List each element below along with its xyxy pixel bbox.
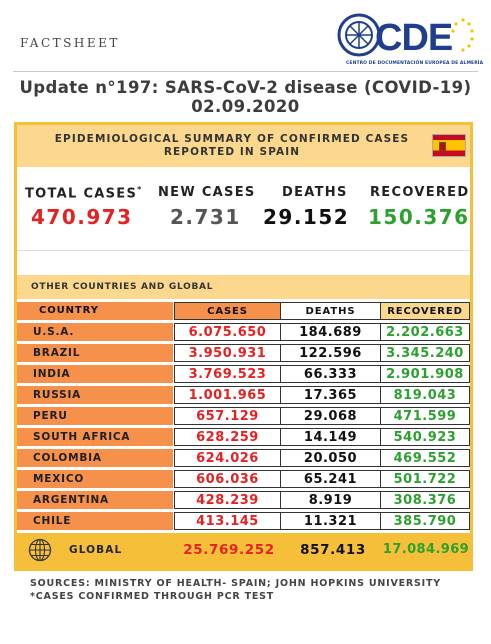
other-countries-header: OTHER COUNTRIES AND GLOBAL (17, 275, 470, 299)
section-divider (17, 250, 470, 251)
table-row: MEXICO 606.036 65.241 501.722 (17, 470, 470, 489)
recovered-cell: 308.376 (381, 491, 470, 509)
deaths-cell: 122.596 (281, 344, 381, 362)
global-recovered: 17.084.969 (382, 542, 470, 557)
cases-cell: 657.129 (174, 407, 281, 425)
table-row: U.S.A. 6.075.650 184.689 2.202.663 (17, 323, 470, 342)
recovered-cell: 540.923 (381, 428, 470, 446)
flag-crest (439, 142, 446, 151)
logo-text: CDE (375, 17, 452, 59)
deaths-cell: 184.689 (281, 323, 381, 341)
recovered-cell: 469.552 (381, 449, 470, 467)
table-header-row: COUNTRY CASES DEATHS RECOVERED (17, 302, 470, 321)
country-cell: U.S.A. (17, 323, 174, 341)
cases-cell: 3.950.931 (174, 344, 281, 362)
table-row: SOUTH AFRICA 628.259 14.149 540.923 (17, 428, 470, 447)
recovered-cell: 819.043 (381, 386, 470, 404)
table-row: PERU 657.129 29.068 471.599 (17, 407, 470, 426)
pcr-note: *CASES CONFIRMED THROUGH PCR TEST (30, 591, 275, 602)
country-cell: MEXICO (17, 470, 174, 488)
global-deaths: 857.413 (300, 542, 366, 558)
deaths-cell: 65.241 (281, 470, 381, 488)
country-cell: INDIA (17, 365, 174, 383)
cases-cell: 6.075.650 (174, 323, 281, 341)
cases-cell: 3.769.523 (174, 365, 281, 383)
deaths-cell: 17.365 (281, 386, 381, 404)
country-cell: CHILE (17, 512, 174, 530)
new-cases-value: 2.731 (170, 205, 241, 229)
recovered-cell: 385.790 (381, 512, 470, 530)
col-header-country: COUNTRY (17, 302, 174, 320)
logo-subtitle: CENTRO DE DOCUMENTACIÓN EUROPEA DE ALMER… (346, 61, 484, 66)
country-cell: PERU (17, 407, 174, 425)
col-header-cases: CASES (174, 302, 281, 320)
recovered-label: RECOVERED (370, 185, 470, 200)
summary-title-line-1: EPIDEMIOLOGICAL SUMMARY OF CONFIRMED CAS… (54, 133, 410, 145)
country-cell: ARGENTINA (17, 491, 174, 509)
country-cell: COLOMBIA (17, 449, 174, 467)
pcr-footnote-mark: * (137, 185, 143, 194)
sources-note: SOURCES: MINISTRY OF HEALTH- SPAIN; JOHN… (30, 578, 441, 589)
update-title: Update n°197: SARS-CoV-2 disease (COVID-… (0, 78, 491, 116)
deaths-cell: 8.919 (281, 491, 381, 509)
update-date: 02.09.2020 (191, 97, 300, 116)
country-cell: RUSSIA (17, 386, 174, 404)
deaths-value: 29.152 (263, 205, 350, 229)
recovered-cell: 2.202.663 (381, 323, 470, 341)
cases-cell: 606.036 (174, 470, 281, 488)
recovered-cell: 471.599 (381, 407, 470, 425)
deaths-cell: 66.333 (281, 365, 381, 383)
global-row: GLOBAL 25.769.252 857.413 17.084.969 (17, 533, 470, 568)
recovered-cell: 2.901.908 (381, 365, 470, 383)
factsheet-label: FACTSHEET (20, 36, 120, 50)
global-label: GLOBAL (69, 544, 123, 556)
col-header-recovered: RECOVERED (381, 302, 470, 320)
deaths-label: DEATHS (282, 185, 348, 200)
cases-cell: 428.239 (174, 491, 281, 509)
summary-title-line-2: REPORTED IN SPAIN (163, 146, 301, 158)
deaths-cell: 11.321 (281, 512, 381, 530)
deaths-cell: 29.068 (281, 407, 381, 425)
update-line-1: Update n°197: SARS-CoV-2 disease (COVID-… (19, 78, 472, 97)
table-row: BRAZIL 3.950.931 122.596 3.345.240 (17, 344, 470, 363)
cases-cell: 1.001.965 (174, 386, 281, 404)
cases-cell: 628.259 (174, 428, 281, 446)
table-row: CHILE 413.145 11.321 385.790 (17, 512, 470, 531)
total-cases-value: 470.973 (31, 205, 133, 229)
recovered-value: 150.376 (368, 205, 470, 229)
col-header-deaths: DEATHS (281, 302, 381, 320)
table-row: RUSSIA 1.001.965 17.365 819.043 (17, 386, 470, 405)
total-cases-label-text: TOTAL CASES (25, 186, 138, 202)
footer-notes: SOURCES: MINISTRY OF HEALTH- SPAIN; JOHN… (30, 577, 441, 603)
deaths-cell: 20.050 (281, 449, 381, 467)
spain-flag-icon (432, 134, 466, 157)
country-cell: BRAZIL (17, 344, 174, 362)
header-divider (13, 71, 478, 72)
new-cases-label: NEW CASES (158, 185, 256, 200)
total-cases-label: TOTAL CASES* (25, 185, 143, 201)
table-row: COLOMBIA 624.026 20.050 469.552 (17, 449, 470, 468)
country-cell: SOUTH AFRICA (17, 428, 174, 446)
globe-icon (28, 538, 52, 562)
summary-title: EPIDEMIOLOGICAL SUMMARY OF CONFIRMED CAS… (47, 133, 417, 159)
summary-header: EPIDEMIOLOGICAL SUMMARY OF CONFIRMED CAS… (17, 125, 470, 167)
global-cases: 25.769.252 (183, 542, 275, 558)
recovered-cell: 3.345.240 (381, 344, 470, 362)
factsheet-panel: EPIDEMIOLOGICAL SUMMARY OF CONFIRMED CAS… (14, 122, 473, 571)
deaths-cell: 14.149 (281, 428, 381, 446)
table-row: ARGENTINA 428.239 8.919 308.376 (17, 491, 470, 510)
recovered-cell: 501.722 (381, 470, 470, 488)
other-countries-title: OTHER COUNTRIES AND GLOBAL (31, 282, 214, 292)
cases-cell: 413.145 (174, 512, 281, 530)
cases-cell: 624.026 (174, 449, 281, 467)
cde-logo: CDE (337, 13, 474, 59)
table-row: INDIA 3.769.523 66.333 2.901.908 (17, 365, 470, 384)
